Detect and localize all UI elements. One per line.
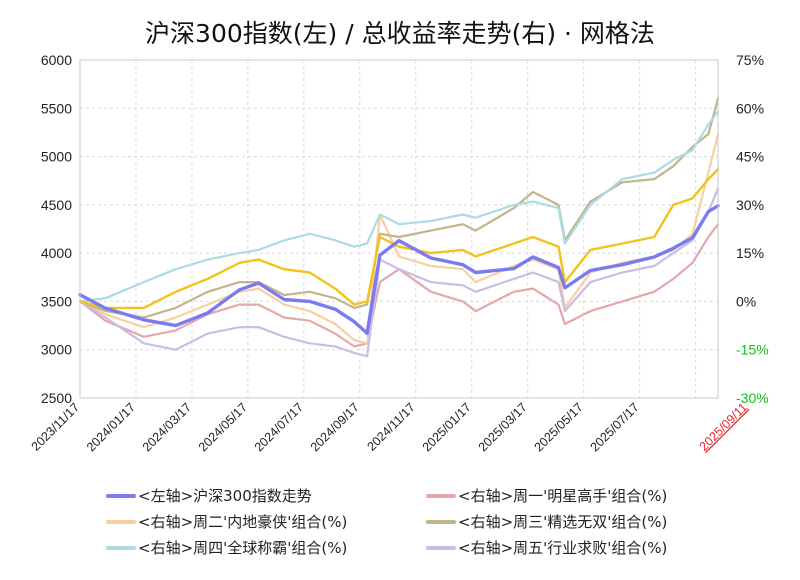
y-right-tick-label: 75% xyxy=(736,52,764,68)
x-tick-label: 2025/07/17 xyxy=(588,400,642,454)
y-right-tick-label: -30% xyxy=(736,390,769,406)
legend: <左轴>沪深300指数走势 <右轴>周一'明星高手'组合(%) <右轴>周二'内地豪… xyxy=(106,487,667,557)
x-tick-label: 2025/01/17 xyxy=(420,400,474,454)
series-line-4 xyxy=(78,97,720,319)
legend-label: <右轴>周四'全球称霸'组合(%) xyxy=(138,539,347,557)
x-tick-label: 2024/01/17 xyxy=(84,400,138,454)
y-right-tick-label: 30% xyxy=(736,197,764,213)
y-right-tick-label: 45% xyxy=(736,149,764,165)
y-left-tick-label: 6000 xyxy=(41,52,72,68)
legend-label: <右轴>周五'行业求败'组合(%) xyxy=(458,539,667,557)
series-line-5 xyxy=(78,110,720,303)
x-tick-label: 2025/03/17 xyxy=(476,400,530,454)
y-right-tick-label: 15% xyxy=(736,245,764,261)
y-right-tick-label: 60% xyxy=(736,100,764,116)
y-left-tick-label: 4500 xyxy=(41,197,72,213)
legend-label: <右轴>周三'精选无双'组合(%) xyxy=(458,513,667,531)
x-tick-label: 2025/05/17 xyxy=(532,400,586,454)
y-axis-right: 75% 60% 45% 30% 15% 0% -15% -30% xyxy=(736,52,769,406)
y-axis-left: 6000 5500 5000 4500 4000 3500 3000 2500 xyxy=(41,52,72,406)
series-line-7 xyxy=(78,168,720,310)
y-left-tick-label: 5500 xyxy=(41,100,72,116)
y-left-tick-label: 4000 xyxy=(41,245,72,261)
y-right-tick-label: 0% xyxy=(736,293,756,309)
x-axis: 2023/11/17 2024/01/17 2024/03/17 2024/05/17… xyxy=(29,400,751,454)
x-tick-label: 2024/09/17 xyxy=(308,400,362,454)
y-left-tick-label: 2500 xyxy=(41,390,72,406)
y-left-tick-label: 3500 xyxy=(41,293,72,309)
x-tick-label: 2024/07/17 xyxy=(252,400,306,454)
chart-title: 沪深300指数(左) / 总收益率走势(右) · 网格法 xyxy=(145,19,655,48)
y-left-tick-label: 3000 xyxy=(41,342,72,358)
y-right-tick-label: -15% xyxy=(736,342,769,358)
series-line-2 xyxy=(78,223,720,348)
y-left-tick-label: 5000 xyxy=(41,149,72,165)
series-line-6 xyxy=(78,187,720,358)
plot-border xyxy=(79,59,719,399)
series-layer xyxy=(78,97,720,358)
x-tick-label: 2025/09/11 xyxy=(697,400,751,454)
legend-label: <左轴>沪深300指数走势 xyxy=(138,487,312,505)
x-tick-label: 2024/03/17 xyxy=(140,400,194,454)
x-tick-label: 2024/11/17 xyxy=(364,400,418,454)
x-tick-label: 2024/05/17 xyxy=(196,400,250,454)
gridlines xyxy=(79,59,718,399)
x-tick-label: 2023/11/17 xyxy=(29,400,83,454)
series-line-3 xyxy=(78,132,720,345)
series-line-1 xyxy=(78,204,720,335)
legend-label: <右轴>周一'明星高手'组合(%) xyxy=(458,487,667,505)
legend-label: <右轴>周二'内地豪侠'组合(%) xyxy=(138,513,347,531)
